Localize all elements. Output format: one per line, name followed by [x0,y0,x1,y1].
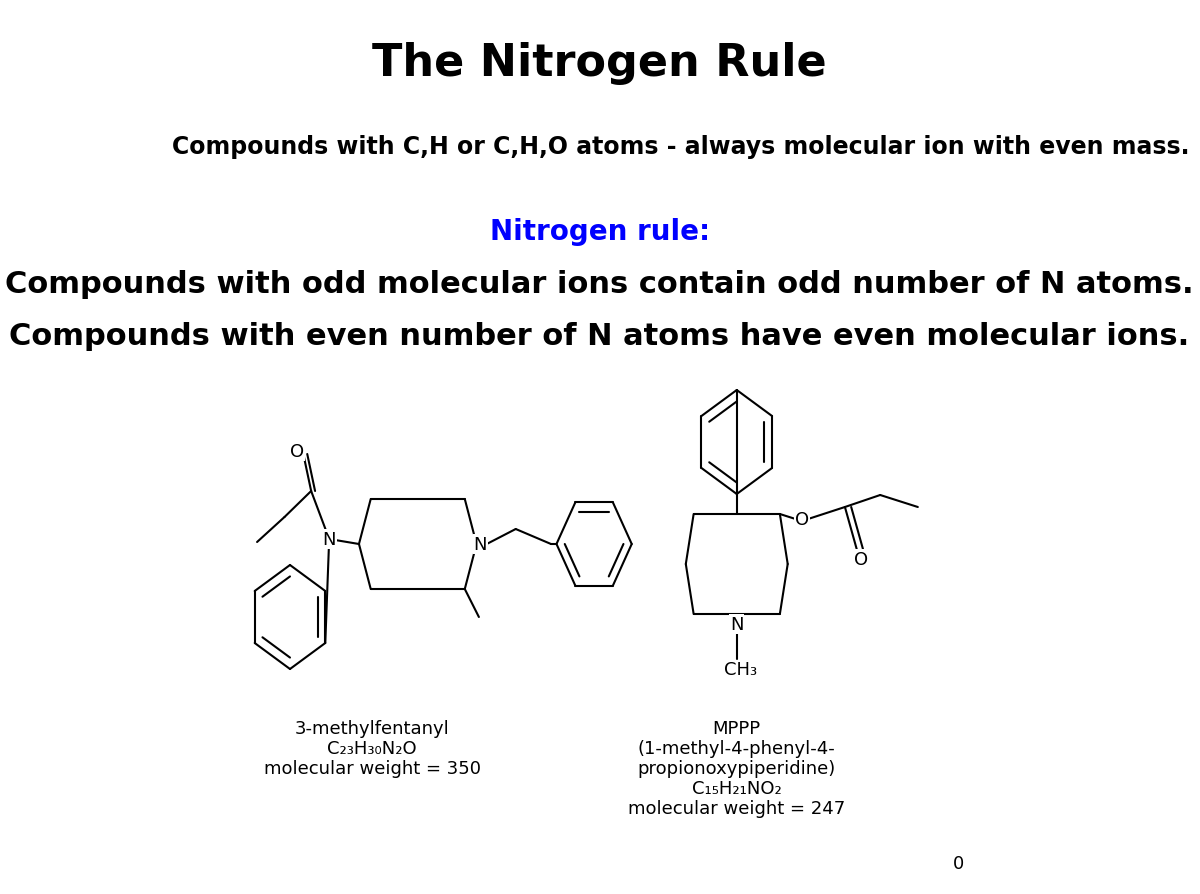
Text: C₁₅H₂₁NO₂: C₁₅H₂₁NO₂ [692,780,781,797]
Text: 0: 0 [953,854,964,872]
Text: Nitrogen rule:: Nitrogen rule: [490,218,709,246]
Text: MPPP: MPPP [713,719,761,738]
Text: O: O [853,551,868,569]
Text: Compounds with C,H or C,H,O atoms - always molecular ion with even mass.: Compounds with C,H or C,H,O atoms - alwa… [173,135,1190,159]
Text: Compounds with odd molecular ions contain odd number of N atoms.: Compounds with odd molecular ions contai… [5,270,1194,299]
Text: (1-methyl-4-phenyl-4-: (1-methyl-4-phenyl-4- [638,739,835,757]
Text: N: N [474,536,487,553]
Text: N: N [730,615,744,633]
Text: The Nitrogen Rule: The Nitrogen Rule [372,42,827,85]
Text: C₂₃H₃₀N₂O: C₂₃H₃₀N₂O [328,739,418,757]
Text: 3-methylfentanyl: 3-methylfentanyl [295,719,450,738]
Text: CH₃: CH₃ [724,661,757,679]
Text: Compounds with even number of N atoms have even molecular ions.: Compounds with even number of N atoms ha… [10,322,1189,350]
Text: O: O [794,510,809,528]
Text: propionoxypiperidine): propionoxypiperidine) [637,759,836,777]
Text: molecular weight = 247: molecular weight = 247 [628,799,845,817]
Text: O: O [290,443,304,460]
Text: N: N [323,530,336,548]
Text: molecular weight = 350: molecular weight = 350 [264,759,481,777]
